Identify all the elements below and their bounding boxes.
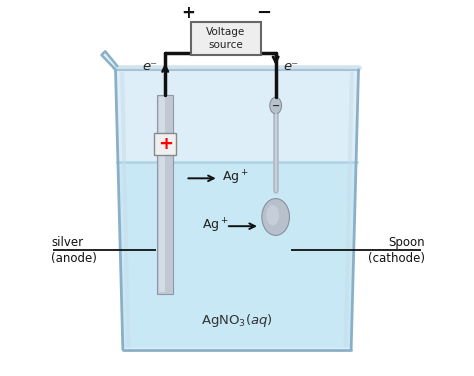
Text: silver
(anode): silver (anode): [51, 236, 97, 265]
Text: +: +: [158, 135, 173, 153]
Bar: [157, 96, 173, 294]
Bar: [159, 97, 165, 293]
Text: e⁻: e⁻: [283, 59, 299, 73]
Text: +: +: [182, 4, 195, 22]
Text: Voltage
source: Voltage source: [206, 27, 246, 50]
Ellipse shape: [266, 205, 279, 225]
Text: Spoon
(cathode): Spoon (cathode): [368, 236, 425, 265]
Text: AgNO$_3$($\it{aq}$): AgNO$_3$($\it{aq}$): [201, 312, 273, 329]
Ellipse shape: [270, 97, 282, 114]
Polygon shape: [118, 162, 356, 348]
Text: e⁻: e⁻: [142, 59, 157, 73]
Polygon shape: [116, 70, 358, 350]
Text: Ag$^+$: Ag$^+$: [222, 169, 249, 188]
FancyBboxPatch shape: [154, 133, 176, 156]
FancyBboxPatch shape: [191, 22, 261, 55]
Polygon shape: [101, 51, 118, 70]
Ellipse shape: [262, 199, 290, 235]
Text: −: −: [272, 101, 280, 111]
Text: Ag$^+$: Ag$^+$: [202, 217, 229, 235]
Text: −: −: [256, 4, 271, 22]
